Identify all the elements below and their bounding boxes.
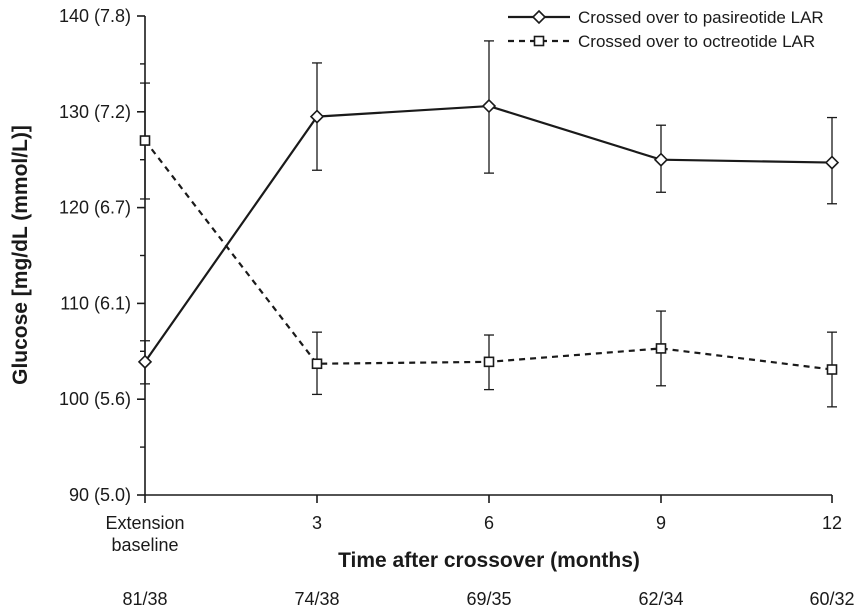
x-tick-label-line: 3 [312, 513, 322, 533]
y-tick-label: 100 (5.6) [59, 389, 131, 409]
legend-marker [533, 35, 545, 47]
axes: 90 (5.0) 100 (5.6) 110 (6.1) 120 (6.7) 130 (… [59, 6, 855, 609]
y-axis-title: Glucose [mg/dL (mmol/L)] [9, 125, 32, 385]
x-tick-label-line: Extension [105, 513, 184, 533]
legend-label: Crossed over to pasireotide LAR [578, 8, 824, 27]
n-count-label: 81/38 [122, 589, 167, 609]
data-point [826, 364, 838, 375]
x-tick-label: 6 [484, 513, 494, 533]
series-pasireotide [137, 40, 840, 385]
y-tick-label: 130 (7.2) [59, 102, 131, 122]
y-tick-label: 120 (6.7) [59, 198, 131, 218]
x-tick-label: 9 [656, 513, 666, 533]
x-axis-title: Time after crossover (months) [338, 549, 640, 572]
series-octreotide [139, 82, 838, 408]
x-tick-label-line: 12 [822, 513, 842, 533]
y-tick-label: 140 (7.8) [59, 6, 131, 26]
data-point [824, 155, 840, 170]
legend-marker [531, 9, 547, 25]
data-point [311, 358, 323, 370]
data-point [481, 98, 497, 114]
chart-marks [137, 40, 840, 408]
n-count-label: 62/34 [638, 589, 683, 609]
n-count-label: 69/35 [466, 589, 511, 609]
data-point [483, 356, 495, 368]
data-point [653, 152, 669, 167]
x-tick-label-line: baseline [111, 535, 178, 555]
x-tick-label-line: 6 [484, 513, 494, 533]
data-point [137, 354, 153, 369]
data-point [309, 109, 325, 124]
legend-label: Crossed over to octreotide LAR [578, 32, 815, 51]
x-tick-label: 3 [312, 513, 322, 533]
x-tick-label-line: 9 [656, 513, 666, 533]
x-tick-label: 12 [822, 513, 842, 533]
n-count-label: 60/32 [809, 589, 854, 609]
y-tick-label: 90 (5.0) [69, 485, 131, 505]
n-count-label: 74/38 [294, 589, 339, 609]
data-point [139, 135, 151, 146]
y-tick-label: 110 (6.1) [60, 293, 131, 313]
legend: Crossed over to pasireotide LAR Crossed o… [508, 8, 824, 51]
data-point [655, 343, 667, 354]
x-tick-label: Extension baseline [105, 513, 184, 555]
